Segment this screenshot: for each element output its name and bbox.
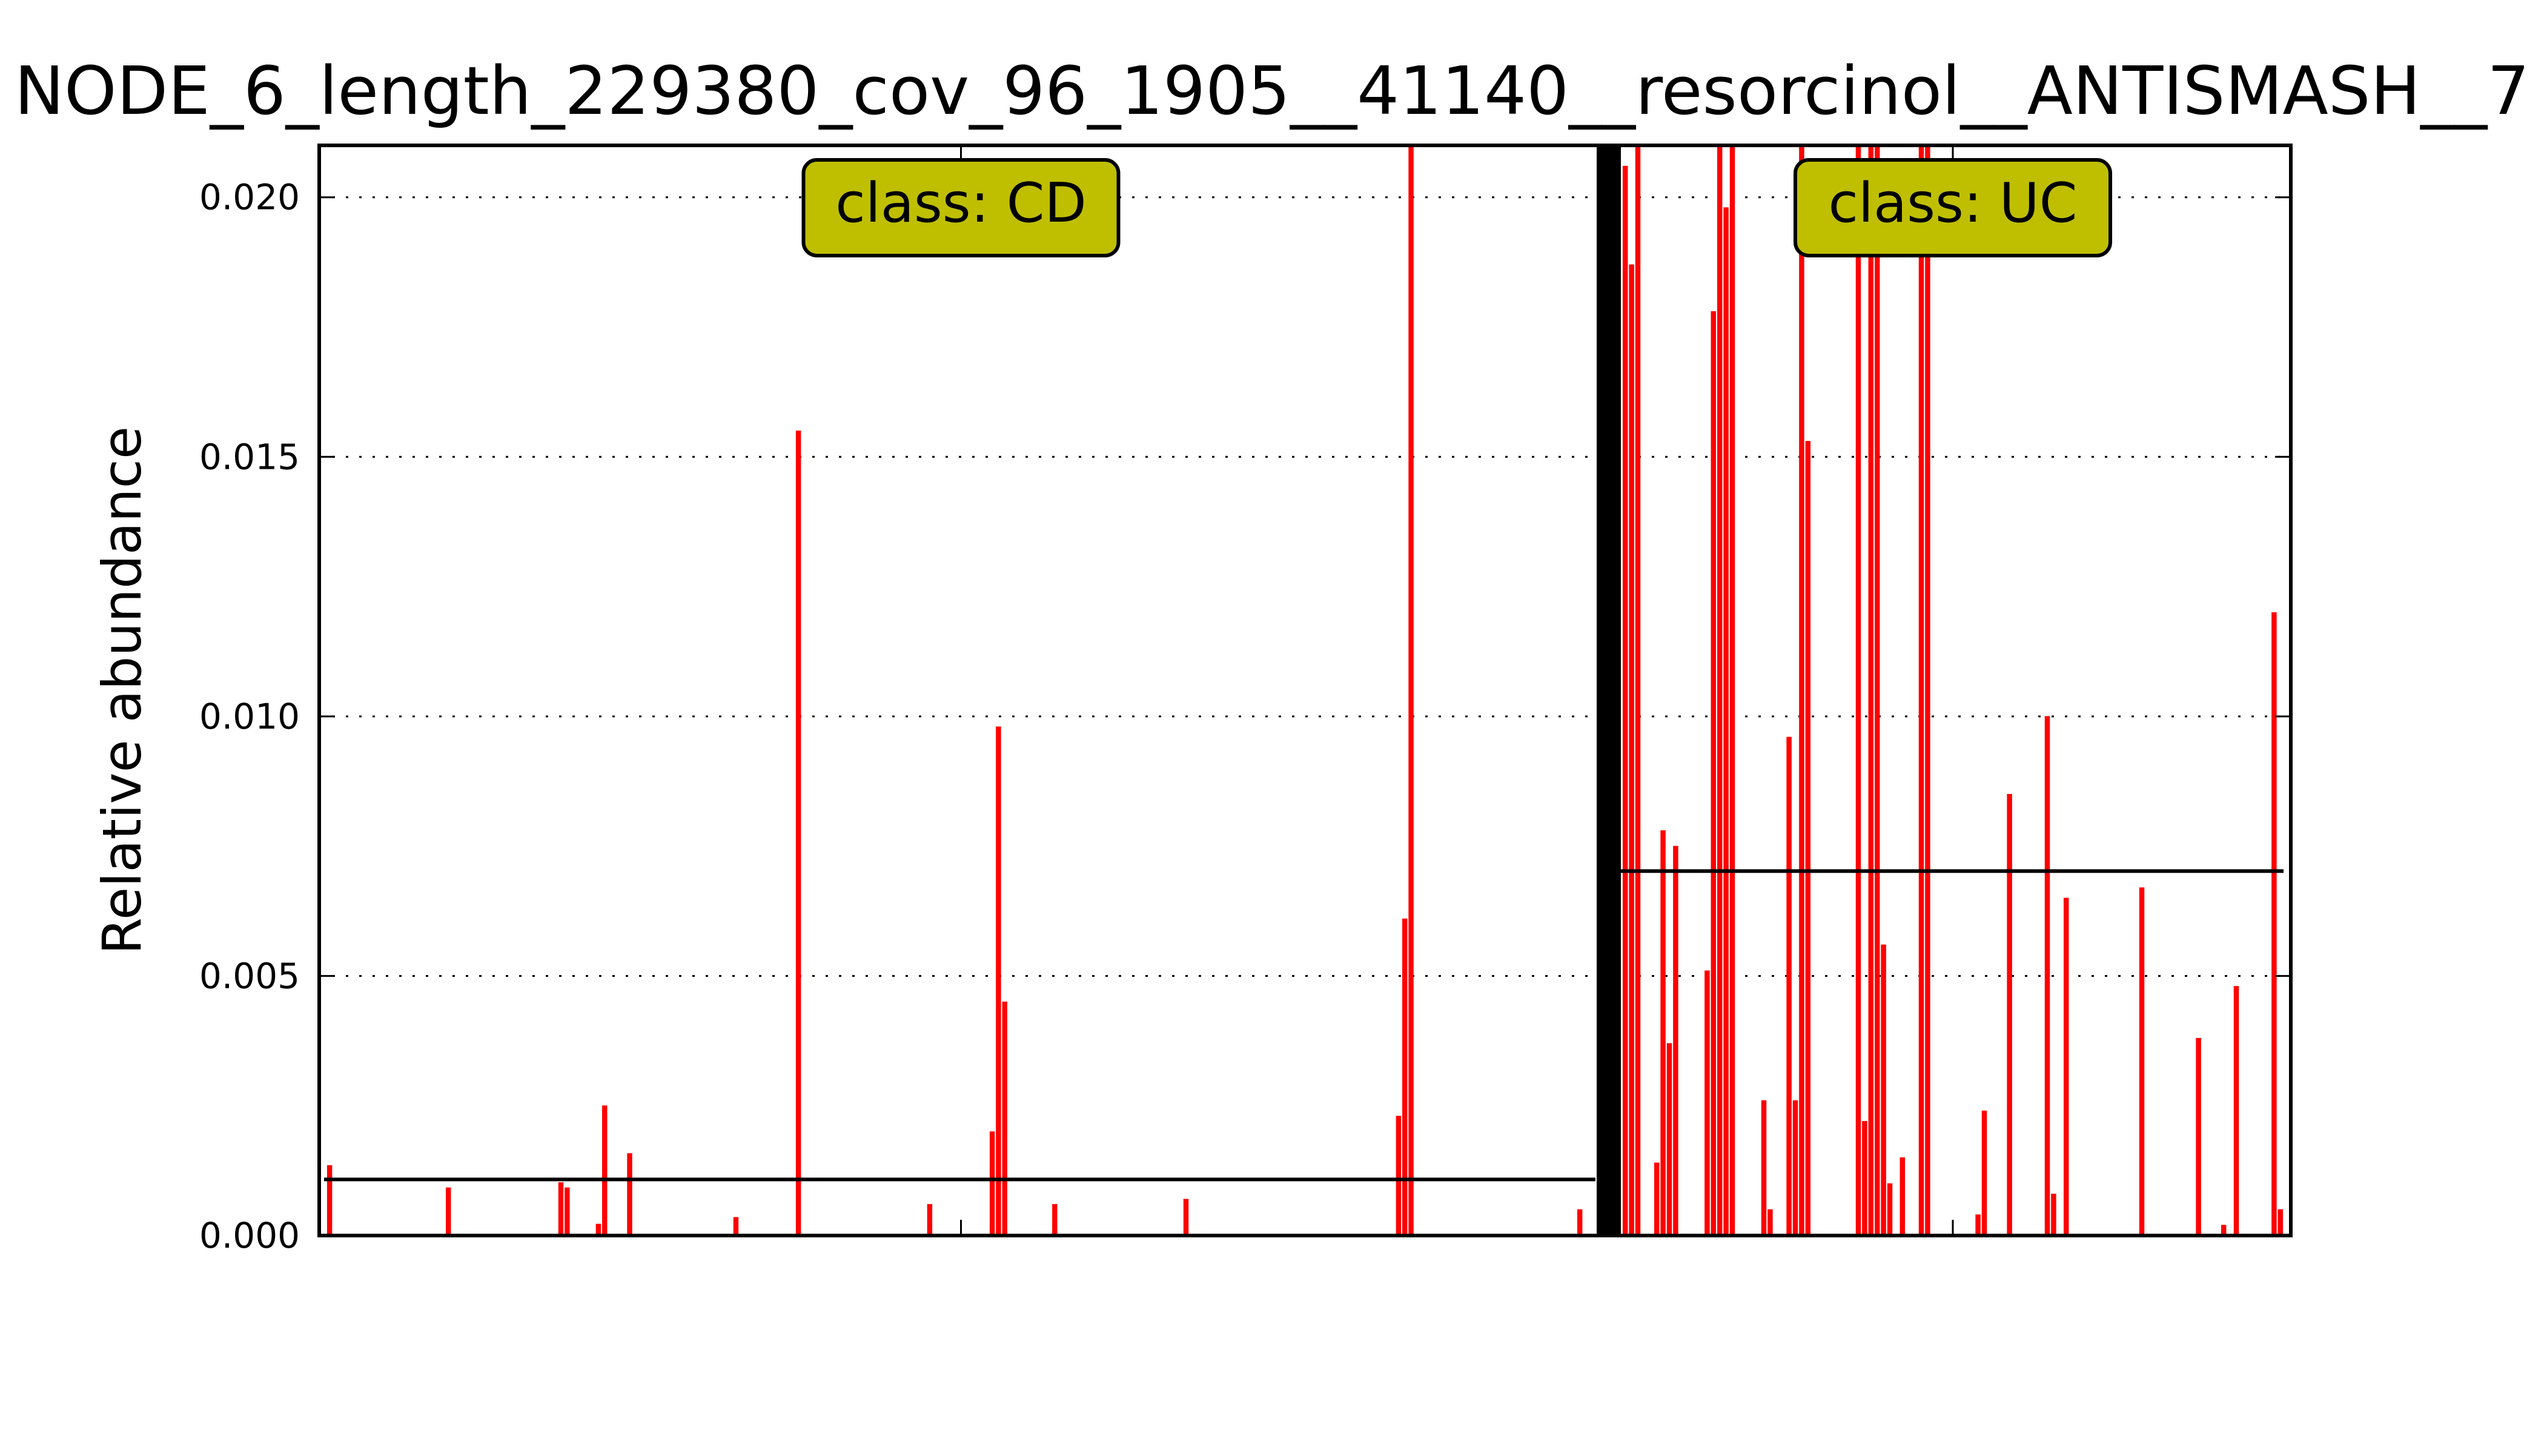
bar: [1717, 145, 1723, 1236]
bar: [1786, 736, 1792, 1236]
bar: [1002, 1001, 1007, 1236]
bar: [1792, 1100, 1798, 1236]
bar: [1855, 145, 1861, 1236]
bar: [1729, 145, 1735, 1236]
bar: [1402, 918, 1408, 1236]
y-tick-label: 0.015: [199, 436, 300, 477]
y-axis-label: Relative abundance: [91, 426, 153, 955]
bar: [1673, 845, 1678, 1236]
bar: [627, 1153, 632, 1236]
bar: [2044, 716, 2050, 1236]
bar: [2277, 1209, 2284, 1236]
bar: [1805, 441, 1811, 1236]
bar: [1622, 165, 1628, 1236]
bar: [795, 430, 801, 1236]
bar: [1183, 1199, 1189, 1236]
bar: [1408, 145, 1414, 1236]
bar: [1918, 145, 1924, 1236]
bar: [1862, 1120, 1867, 1236]
bar: [1761, 1100, 1767, 1236]
bar: [2007, 793, 2012, 1236]
bar: [1874, 145, 1880, 1236]
bar: [1052, 1204, 1058, 1236]
bars: [326, 145, 2284, 1236]
bar: [1887, 1183, 1893, 1236]
bar: [1711, 311, 1717, 1236]
class-label: class: CD: [835, 171, 1087, 235]
bar: [2271, 612, 2277, 1236]
bar: [2051, 1193, 2056, 1236]
group-separator: [1597, 145, 1621, 1236]
bar: [1881, 944, 1886, 1236]
y-tick-label: 0.000: [199, 1215, 300, 1256]
bar: [1666, 1043, 1672, 1236]
bar: [1704, 970, 1710, 1236]
bar: [558, 1182, 564, 1236]
class-label: class: UC: [1828, 171, 2077, 235]
axes: 0.000 0.005 0.010 0.015 0.020: [199, 144, 2293, 1256]
bar: [1660, 830, 1666, 1236]
y-tick-label: 0.005: [199, 955, 300, 996]
bar: [1629, 264, 1634, 1236]
bar: [2233, 986, 2239, 1236]
bar: [326, 1165, 333, 1236]
bar: [565, 1187, 570, 1236]
bar: [733, 1217, 739, 1236]
bar: [602, 1105, 608, 1236]
bar: [996, 726, 1001, 1236]
plot-frame: [317, 144, 2293, 1237]
grid: [319, 196, 2291, 977]
bar: [1799, 145, 1804, 1236]
bar: [446, 1187, 451, 1236]
overlays: class: CD class: UC: [324, 145, 2284, 1236]
bar: [2063, 898, 2069, 1236]
bar: [2196, 1037, 2201, 1236]
chart-title: NODE_6_length_229380_cov_96_1905__41140_…: [15, 52, 2530, 130]
y-tick-label: 0.010: [199, 696, 300, 737]
bar: [1396, 1116, 1402, 1236]
bar: [1975, 1214, 1981, 1236]
bar: [1577, 1209, 1583, 1236]
bar: [989, 1131, 995, 1236]
bar: [1767, 1209, 1773, 1236]
bar: [1635, 145, 1641, 1236]
bar: [1654, 1162, 1660, 1236]
y-tick-label: 0.020: [199, 177, 300, 218]
bar: [2139, 887, 2145, 1236]
bar: [1900, 1157, 1906, 1236]
bar: [927, 1204, 933, 1236]
bar: [1723, 207, 1729, 1236]
bar: [1981, 1110, 1987, 1236]
bar: [1925, 145, 1930, 1236]
bar: [1868, 145, 1874, 1236]
